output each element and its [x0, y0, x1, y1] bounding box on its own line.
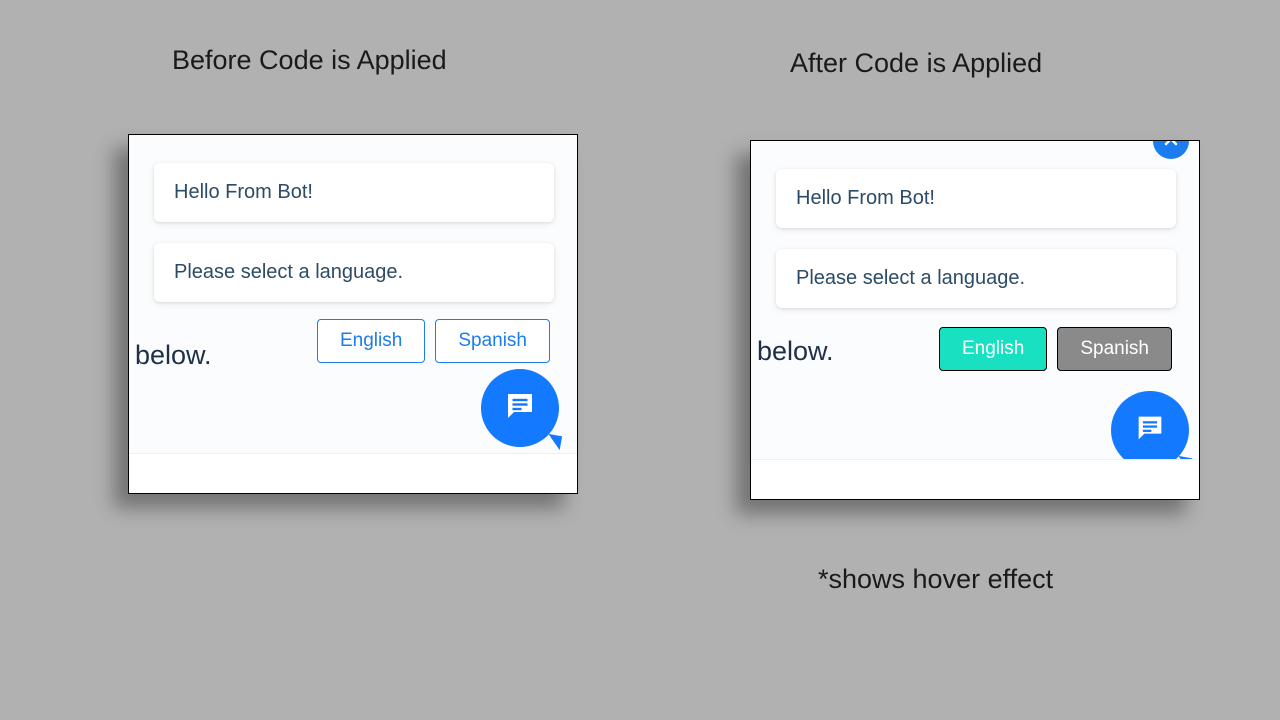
before-panel: Hello From Bot! Please select a language… [128, 134, 578, 494]
spanish-button[interactable]: Spanish [1057, 327, 1172, 371]
close-icon [1163, 140, 1179, 152]
bot-message: Hello From Bot! [776, 169, 1176, 228]
below-text-fragment: below. [135, 340, 212, 371]
chat-fab[interactable] [481, 369, 559, 447]
language-button-row: English Spanish [317, 319, 550, 363]
bot-message: Please select a language. [154, 243, 554, 302]
chat-icon [1133, 411, 1167, 450]
close-button[interactable] [1153, 140, 1189, 159]
spanish-button[interactable]: Spanish [435, 319, 550, 363]
bot-message: Please select a language. [776, 249, 1176, 308]
chat-fab[interactable] [1111, 391, 1189, 469]
before-heading: Before Code is Applied [172, 45, 447, 76]
bottom-strip [751, 459, 1199, 499]
after-panel: Hello From Bot! Please select a language… [750, 140, 1200, 500]
bottom-strip [129, 453, 577, 493]
hover-caption: *shows hover effect [818, 564, 1053, 595]
language-button-row: English Spanish [939, 327, 1172, 371]
after-heading: After Code is Applied [790, 48, 1042, 79]
bot-message: Hello From Bot! [154, 163, 554, 222]
below-text-fragment: below. [757, 336, 834, 367]
chat-icon [502, 388, 538, 429]
english-button[interactable]: English [939, 327, 1047, 371]
english-button[interactable]: English [317, 319, 425, 363]
